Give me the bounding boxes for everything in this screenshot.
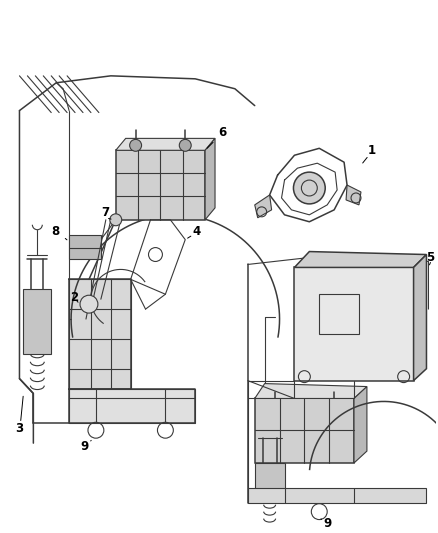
Polygon shape	[294, 252, 427, 268]
Text: 9: 9	[81, 440, 89, 453]
Text: 2: 2	[70, 290, 78, 304]
Polygon shape	[294, 268, 413, 381]
Polygon shape	[255, 399, 354, 463]
Polygon shape	[255, 195, 272, 218]
Polygon shape	[69, 389, 195, 423]
Circle shape	[130, 139, 141, 151]
Polygon shape	[255, 463, 285, 498]
Text: 1: 1	[368, 144, 376, 157]
Polygon shape	[248, 488, 427, 503]
Circle shape	[293, 172, 325, 204]
Text: 8: 8	[51, 225, 59, 238]
Text: 3: 3	[15, 422, 24, 435]
Polygon shape	[24, 289, 51, 354]
Circle shape	[179, 139, 191, 151]
Polygon shape	[354, 386, 367, 463]
Text: 4: 4	[192, 225, 200, 238]
Polygon shape	[69, 279, 131, 389]
Polygon shape	[116, 139, 215, 150]
Polygon shape	[69, 235, 101, 260]
Polygon shape	[413, 255, 427, 381]
Text: 9: 9	[323, 517, 331, 530]
Text: 5: 5	[426, 251, 434, 264]
Polygon shape	[346, 185, 361, 205]
Circle shape	[110, 214, 122, 226]
Text: 6: 6	[218, 126, 226, 139]
Polygon shape	[205, 139, 215, 220]
Polygon shape	[255, 384, 367, 399]
Circle shape	[80, 295, 98, 313]
Text: 7: 7	[101, 206, 109, 220]
Polygon shape	[116, 150, 205, 220]
